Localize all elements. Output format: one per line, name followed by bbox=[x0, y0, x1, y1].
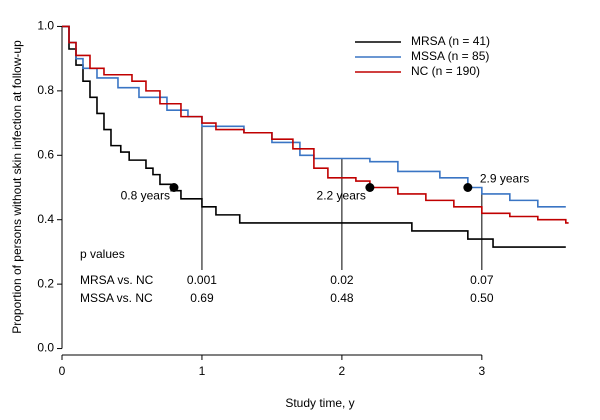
median-label: 2.2 years bbox=[317, 189, 366, 203]
survival-curve bbox=[62, 25, 566, 248]
y-tick-label: 1.0 bbox=[37, 19, 54, 33]
p-value: 0.69 bbox=[190, 291, 214, 305]
y-tick-label: 0.4 bbox=[37, 212, 54, 226]
median-label: 2.9 years bbox=[480, 172, 529, 186]
x-tick-label: 3 bbox=[478, 364, 485, 378]
legend-label: NC (n = 190) bbox=[411, 64, 480, 78]
x-tick-label: 0 bbox=[59, 364, 66, 378]
p-value: 0.48 bbox=[330, 291, 354, 305]
x-tick-label: 1 bbox=[199, 364, 206, 378]
median-marker bbox=[463, 183, 473, 192]
median-label: 0.8 years bbox=[121, 189, 170, 203]
p-row-label: MRSA vs. NC bbox=[80, 273, 154, 287]
p-value: 0.02 bbox=[330, 273, 354, 287]
p-values-title: p values bbox=[80, 247, 125, 261]
median-marker bbox=[169, 183, 179, 192]
legend-label: MSSA (n = 85) bbox=[411, 49, 489, 63]
y-tick-label: 0.0 bbox=[37, 341, 54, 355]
p-value: 0.07 bbox=[470, 273, 494, 287]
p-value: 0.001 bbox=[187, 273, 217, 287]
y-tick-label: 0.2 bbox=[37, 276, 54, 290]
legend-label: MRSA (n = 41) bbox=[411, 34, 490, 48]
p-value: 0.50 bbox=[470, 291, 494, 305]
p-row-label: MSSA vs. NC bbox=[80, 291, 153, 305]
y-tick-label: 0.8 bbox=[37, 83, 54, 97]
x-axis-label: Study time, y bbox=[285, 396, 354, 410]
y-tick-label: 0.6 bbox=[37, 147, 54, 161]
median-marker bbox=[365, 183, 375, 192]
x-tick-label: 2 bbox=[339, 364, 346, 378]
survival-curve bbox=[62, 25, 569, 224]
y-axis-label: Proportion of persons without skin infec… bbox=[10, 40, 24, 334]
